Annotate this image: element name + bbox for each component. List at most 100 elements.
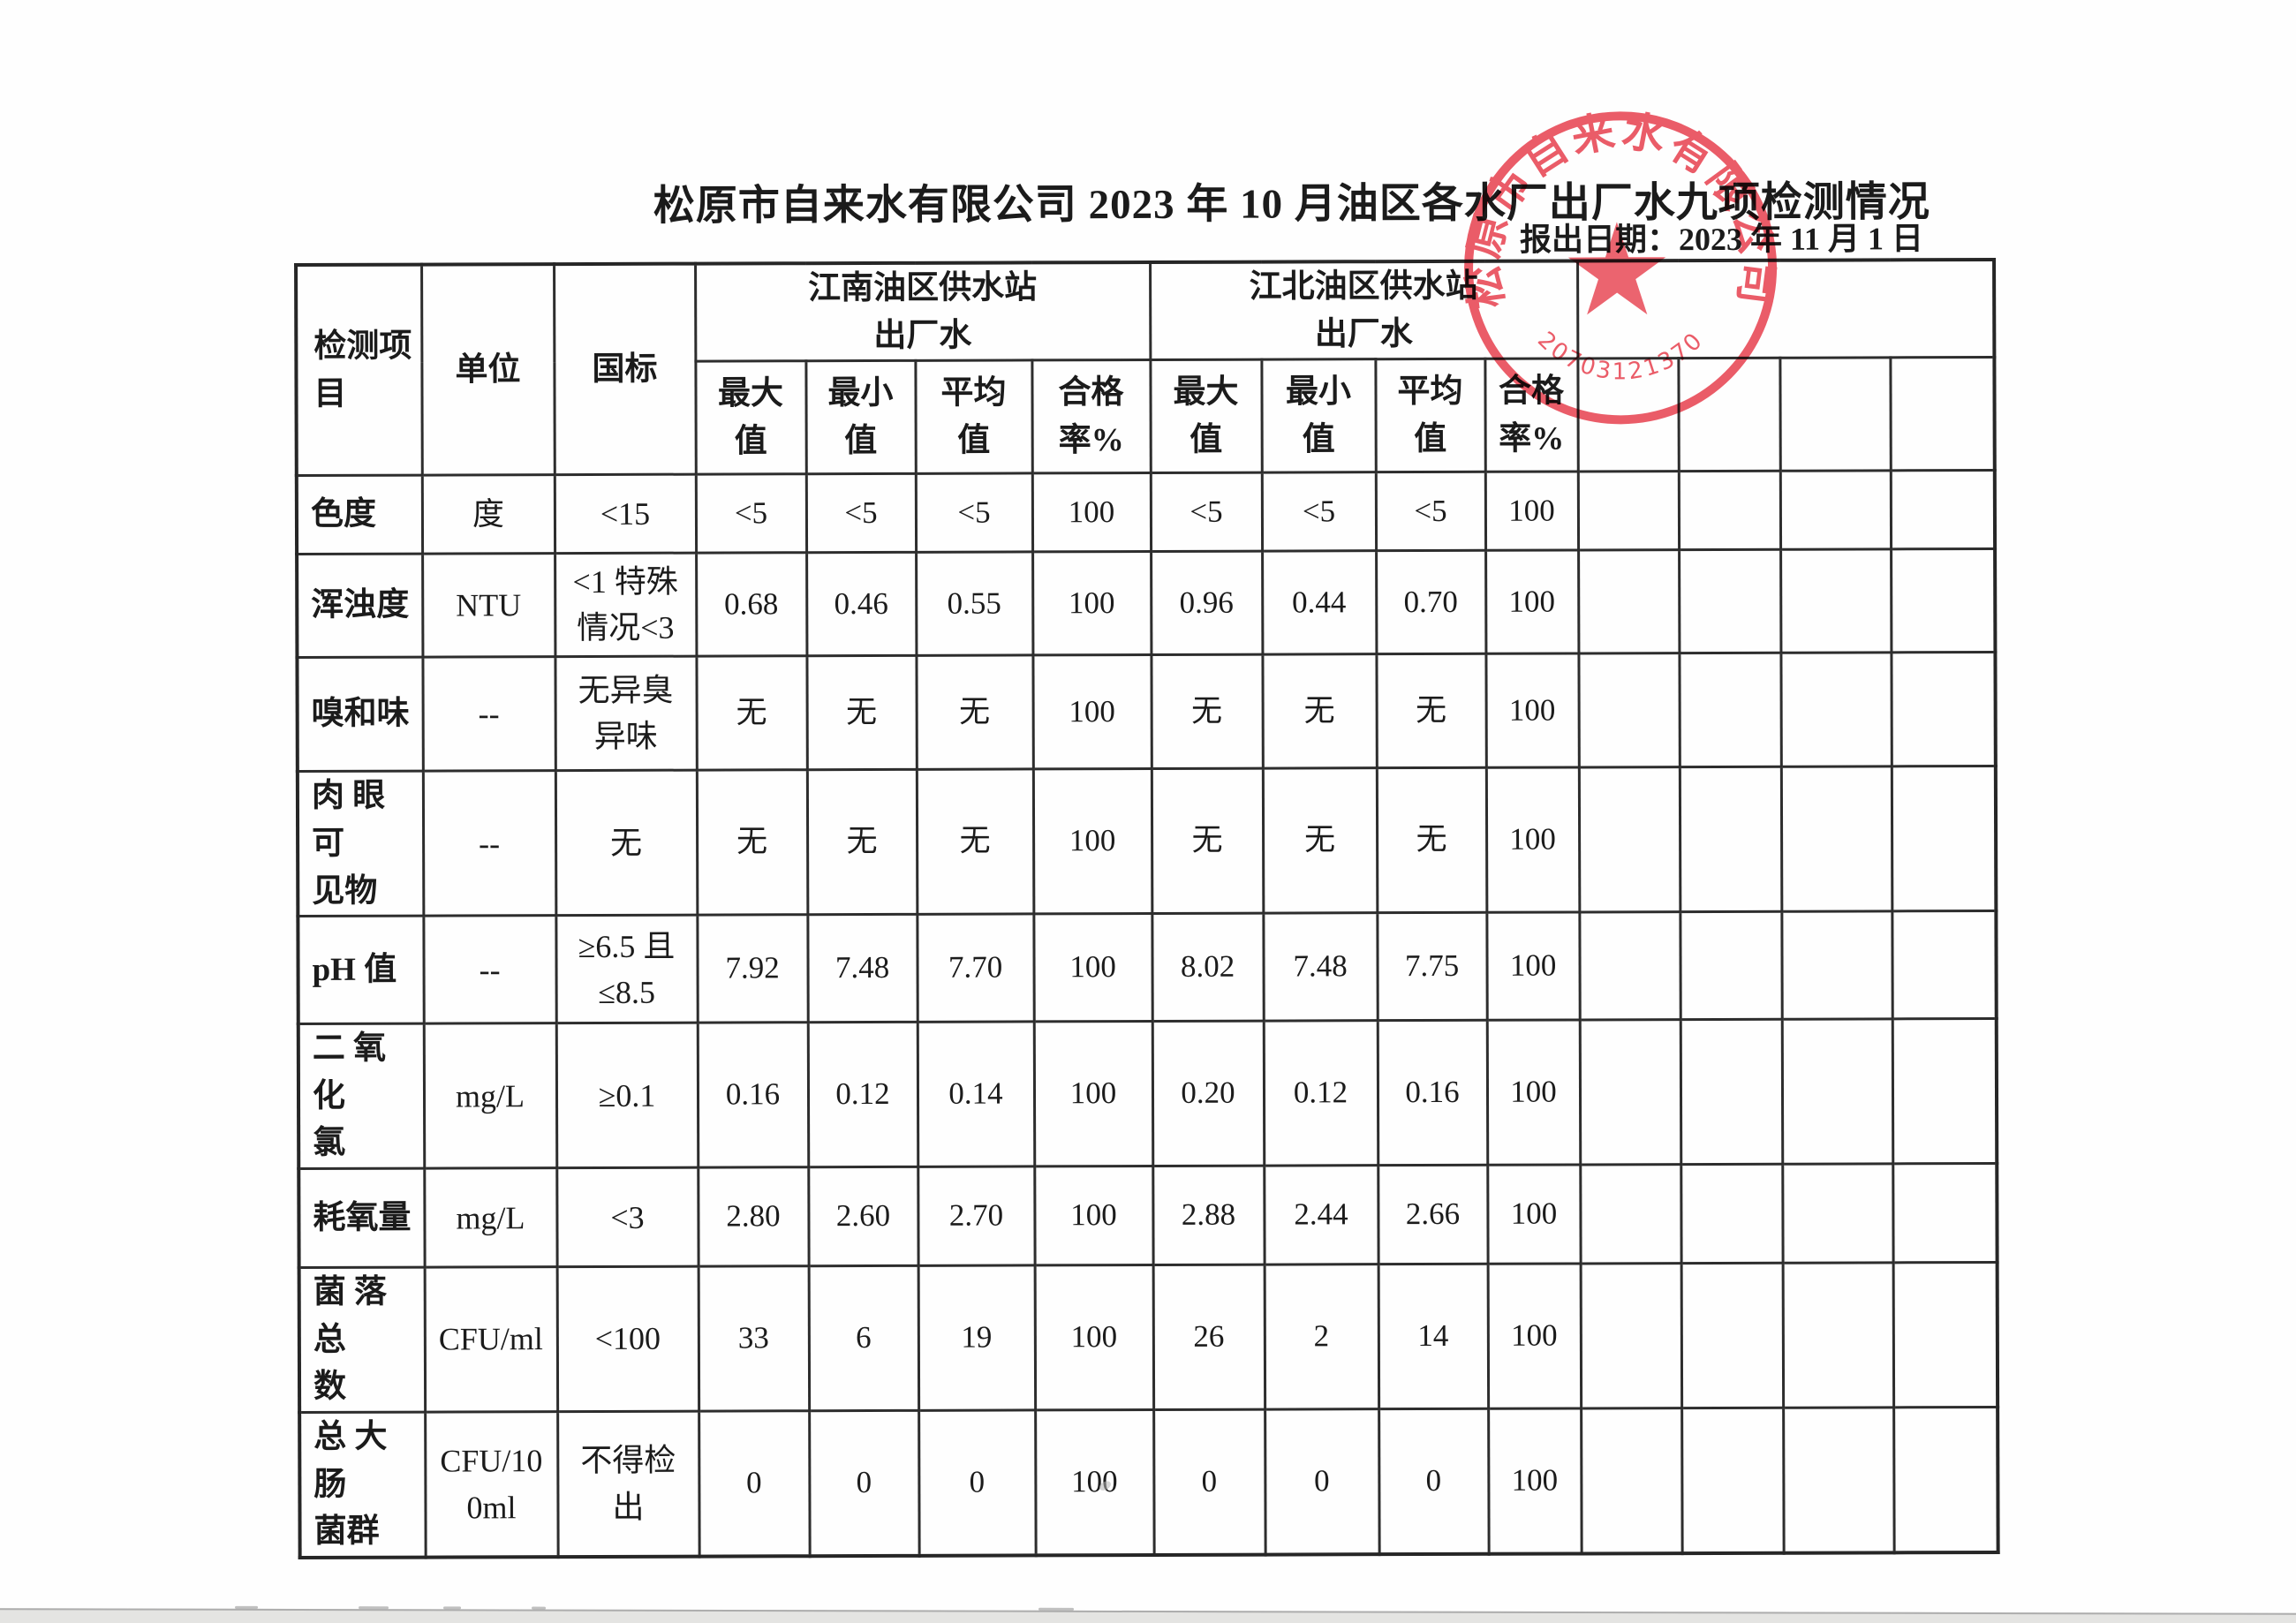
cell-jiangnan-3: 100 bbox=[1035, 1409, 1154, 1556]
col-group-jiangnan: 江南油区供水站 出厂水 bbox=[695, 261, 1151, 362]
cell-jiangnan-3: 100 bbox=[1033, 1021, 1153, 1167]
cell-unit: -- bbox=[422, 656, 555, 772]
cell-jiangnan-0: 0 bbox=[699, 1410, 810, 1557]
cell-jiangbei-3: 100 bbox=[1486, 1020, 1581, 1166]
scan-speck bbox=[235, 1605, 259, 1609]
cell-jiangbei-2: 0.70 bbox=[1376, 550, 1486, 654]
cell-jiangnan-1: 7.48 bbox=[807, 914, 918, 1023]
cell-jiangbei-0: 无 bbox=[1151, 654, 1263, 769]
cell-jiangbei-2: 14 bbox=[1378, 1264, 1489, 1409]
cell-jiangnan-0: 无 bbox=[696, 655, 807, 771]
cell-jiangnan-1: 无 bbox=[806, 655, 917, 770]
cell-empty bbox=[1581, 1408, 1682, 1554]
cell-standard: ≥0.1 bbox=[555, 1023, 699, 1168]
subheader-jiangnan-2: 平均 值 bbox=[915, 360, 1032, 474]
cell-standard: ≥6.5 且 ≤8.5 bbox=[555, 915, 698, 1023]
cell-jiangbei-1: 0.12 bbox=[1263, 1020, 1378, 1166]
cell-empty bbox=[1580, 1263, 1682, 1409]
cell-jiangbei-2: 2.66 bbox=[1378, 1165, 1488, 1264]
cell-item: 菌 落 总 数 bbox=[298, 1267, 426, 1413]
table-row-2: 浑浊度 NTU <1 特殊 情况<3 0.68 0.46 0.55 100 0.96 0.44 0… bbox=[297, 548, 1996, 658]
cell-jiangbei-1: 无 bbox=[1262, 653, 1377, 769]
cell-jiangbei-2: 无 bbox=[1376, 653, 1486, 768]
table-row-5: pH 值 -- ≥6.5 且 ≤8.5 7.92 7.48 7.70 100 8.02 7.48… bbox=[298, 910, 1997, 1024]
company-seal-stamp: 松原市自来水有限公司 2207031213702 bbox=[1455, 103, 1781, 425]
cell-jiangnan-3: 100 bbox=[1034, 1264, 1154, 1410]
cell-jiangnan-2: 19 bbox=[918, 1265, 1036, 1411]
cell-jiangbei-3: 100 bbox=[1487, 1264, 1582, 1409]
star-icon bbox=[1567, 222, 1666, 315]
subheader-jiangnan-1: 最小 值 bbox=[805, 360, 916, 474]
cell-empty bbox=[1579, 1019, 1681, 1166]
cell-empty bbox=[1780, 766, 1892, 912]
cell-jiangnan-0: 0.16 bbox=[697, 1022, 809, 1168]
cell-standard: 无 bbox=[555, 770, 698, 916]
cell-jiangbei-3: 100 bbox=[1486, 912, 1580, 1021]
cell-item: 总 大 肠 菌群 bbox=[299, 1412, 426, 1558]
cell-jiangnan-0: 33 bbox=[698, 1265, 810, 1412]
cell-jiangbei-1: 7.48 bbox=[1263, 912, 1378, 1022]
subheader-empty bbox=[1779, 358, 1891, 472]
cell-jiangnan-1: 0.12 bbox=[807, 1022, 918, 1167]
cell-standard: <15 bbox=[554, 474, 697, 554]
cell-item: 浑浊度 bbox=[297, 554, 423, 658]
cell-jiangbei-0: 0.20 bbox=[1152, 1021, 1265, 1166]
cell-unit: mg/L bbox=[423, 1023, 557, 1169]
cell-item: 肉 眼 可 见物 bbox=[297, 771, 424, 917]
scan-speck bbox=[443, 1606, 462, 1610]
cell-unit: CFU/ml bbox=[424, 1266, 558, 1413]
subheader-jiangbei-1: 最小 值 bbox=[1261, 359, 1376, 473]
cell-unit: 度 bbox=[421, 474, 555, 555]
cell-standard: <100 bbox=[556, 1266, 699, 1412]
cell-empty bbox=[1577, 471, 1680, 551]
subheader-empty bbox=[1890, 357, 1995, 472]
water-quality-table: 检测项 目 单位 国标 江南油区供水站 出厂水 江北油区供水站 出厂水 最大 值… bbox=[294, 257, 2000, 1559]
cell-empty bbox=[1892, 1018, 1998, 1164]
cell-empty bbox=[1680, 1263, 1784, 1408]
cell-empty bbox=[1680, 1019, 1783, 1165]
cell-empty bbox=[1783, 1407, 1894, 1553]
cell-jiangbei-0: <5 bbox=[1150, 472, 1263, 552]
col-header-unit: 单位 bbox=[421, 264, 555, 476]
scan-speck bbox=[1038, 1607, 1075, 1611]
cell-empty bbox=[1891, 652, 1996, 767]
cell-jiangnan-0: 7.92 bbox=[697, 914, 808, 1023]
table-row-1: 色度度 <15 <5 <5 <5 100 <5 <5 <5 100 bbox=[296, 470, 1996, 555]
cell-jiangbei-0: 26 bbox=[1152, 1264, 1265, 1410]
cell-unit: -- bbox=[423, 915, 556, 1024]
cell-item: 嗅和味 bbox=[297, 657, 423, 772]
cell-jiangbei-2: 0 bbox=[1378, 1408, 1489, 1555]
cell-jiangbei-1: 0 bbox=[1265, 1408, 1379, 1555]
scan-speck bbox=[532, 1606, 547, 1610]
cell-jiangbei-2: 0.16 bbox=[1377, 1020, 1488, 1166]
cell-jiangbei-0: 2.88 bbox=[1152, 1166, 1265, 1265]
cell-jiangnan-1: <5 bbox=[805, 473, 917, 553]
cell-jiangbei-0: 0.96 bbox=[1151, 551, 1263, 655]
cell-jiangnan-1: 无 bbox=[806, 769, 918, 915]
cell-jiangnan-1: 0.46 bbox=[806, 552, 917, 656]
cell-jiangnan-1: 0 bbox=[809, 1410, 919, 1557]
subheader-jiangnan-3: 合格 率% bbox=[1031, 359, 1151, 474]
cell-jiangnan-3: 100 bbox=[1031, 472, 1152, 553]
cell-jiangnan-1: 2.60 bbox=[808, 1166, 918, 1266]
cell-empty bbox=[1893, 1407, 1998, 1553]
table-row-7: 耗氧量 mg/L <3 2.80 2.60 2.70 100 2.88 2.44 2.66 100 bbox=[298, 1163, 1998, 1268]
cell-jiangbei-1: 2.44 bbox=[1264, 1165, 1378, 1265]
cell-jiangnan-3: 100 bbox=[1032, 654, 1152, 770]
cell-jiangnan-2: 0.55 bbox=[916, 552, 1033, 656]
cell-empty bbox=[1780, 653, 1892, 767]
cell-empty bbox=[1681, 1408, 1784, 1554]
cell-standard: <1 特殊 情况<3 bbox=[555, 553, 697, 657]
cell-unit: -- bbox=[422, 770, 556, 917]
cell-empty bbox=[1678, 471, 1781, 550]
cell-jiangnan-0: <5 bbox=[695, 473, 807, 554]
cell-empty bbox=[1892, 1163, 1998, 1263]
cell-jiangnan-2: 7.70 bbox=[917, 914, 1034, 1023]
cell-empty bbox=[1578, 549, 1680, 654]
subheader-jiangnan-0: 最大 值 bbox=[695, 360, 806, 475]
cell-jiangnan-3: 100 bbox=[1033, 913, 1152, 1023]
cell-jiangbei-3: 100 bbox=[1485, 767, 1580, 913]
cell-jiangnan-3: 100 bbox=[1032, 768, 1152, 915]
